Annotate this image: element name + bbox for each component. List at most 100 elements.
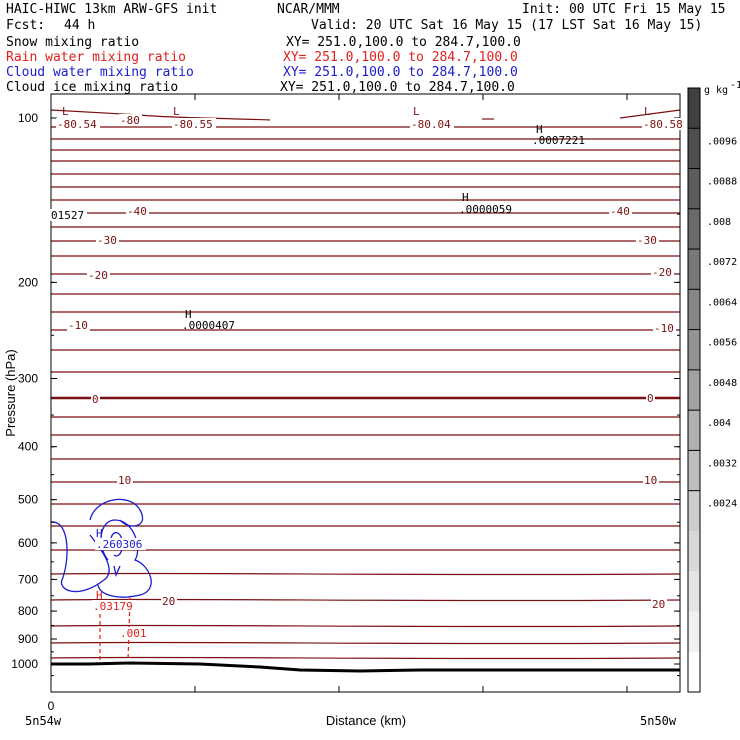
colorbar-unit: g kg <box>704 85 728 96</box>
isotherm-line <box>50 624 681 628</box>
isotherm-label-bg <box>172 118 216 130</box>
colorbar-swatch <box>688 208 700 250</box>
isotherm-label-bg <box>636 234 659 246</box>
isotherm-label: -80.04 <box>411 118 451 131</box>
terrain-line <box>51 661 680 673</box>
isotherm-label: 10 <box>644 474 657 487</box>
isotherm-line <box>50 656 681 660</box>
x-tick-label-0: 0 <box>48 699 55 713</box>
field-xy-snow: XY= 251.0,100.0 to 284.7,100.0 <box>286 35 521 50</box>
colorbar-swatch <box>688 168 700 210</box>
y-tick-label: 1000 <box>11 657 38 671</box>
high-value: .260306 <box>96 538 142 551</box>
rain-value: .001 <box>120 627 147 640</box>
high-marker: H <box>185 308 192 321</box>
y-tick-label: 700 <box>18 572 38 586</box>
isotherm-label: -10 <box>654 322 674 335</box>
isotherm-label: -80.58 <box>643 118 683 131</box>
colorbar-swatch <box>688 571 700 612</box>
cloud-water-contour <box>89 498 143 527</box>
isotherm-label-bg <box>410 118 454 130</box>
isotherm-label: 20 <box>652 598 665 611</box>
x-endpoint-left: 5n54w <box>25 714 62 728</box>
colorbar-swatch <box>688 369 700 411</box>
colorbar-swatch <box>688 611 700 653</box>
isotherm-label: 0 <box>647 392 654 405</box>
isotherm-label: -80.55 <box>173 118 213 131</box>
isotherm-label: -80.54 <box>57 118 97 131</box>
isotherm-label-bg <box>56 118 100 130</box>
high-marker: H <box>96 589 103 602</box>
y-tick-label: 600 <box>18 536 38 550</box>
model-title: HAIC-HIWC 13km ARW-GFS init <box>6 2 218 17</box>
high-marker: H <box>96 527 103 540</box>
edge-value-bg <box>50 209 87 221</box>
colorbar-swatch <box>688 651 700 693</box>
isotherm-label: -30 <box>637 234 657 247</box>
isotherm-label-bg <box>653 322 676 334</box>
isotherm-label: -20 <box>652 266 672 279</box>
init-time: Init: 00 UTC Fri 15 May 15 <box>522 2 726 17</box>
isotherm-label-bg <box>119 114 142 126</box>
isotherm-label-bg <box>651 598 667 610</box>
isotherm-label-bg <box>651 266 674 278</box>
isotherm-label: -40 <box>610 205 630 218</box>
colorbar: .0096 .0088 .008 .0072 .0064 .0056 .0048 .004 .0… <box>687 80 740 693</box>
isotherm-label-bg <box>91 393 100 405</box>
x-endpoint-right: 5n50w <box>640 714 677 728</box>
isotherm-label-bg <box>646 392 655 404</box>
plot-frame <box>50 93 681 693</box>
isotherm-label: 10 <box>118 474 131 487</box>
isotherm-label: -20 <box>88 269 108 282</box>
y-tick-label: 200 <box>18 275 38 289</box>
field-name-cloud-ice: Cloud ice mixing ratio <box>6 80 179 95</box>
low-marker: L <box>644 105 651 118</box>
chart-labels: -80.54 -80 -80.55 -80.04 -80.58 -40 -40 -30 -30 -… <box>50 105 686 640</box>
y-tick-label: 800 <box>18 604 38 618</box>
isotherm-label-bg <box>161 595 177 607</box>
cloud-water-contour <box>50 521 110 593</box>
isotherm-label: -30 <box>97 234 117 247</box>
isotherm-label: 0 <box>92 393 99 406</box>
high-value: .0000407 <box>182 319 235 332</box>
colorbar-tick-label: .0088 <box>707 177 737 188</box>
colorbar-swatch <box>688 530 700 572</box>
isotherm-label: -10 <box>68 319 88 332</box>
colorbar-swatch <box>688 490 700 532</box>
high-value: .0007221 <box>532 134 585 147</box>
isotherm-label: -80 <box>120 114 140 127</box>
isotherm-line <box>619 109 681 119</box>
y-tick-label: 900 <box>18 632 38 646</box>
y-tick-label: 300 <box>18 372 38 386</box>
isotherm-line <box>50 598 681 602</box>
high-marker: H <box>462 191 469 204</box>
colorbar-tick-label: .0064 <box>707 297 737 308</box>
colorbar-tick-label: .0096 <box>707 136 737 147</box>
isotherm-line <box>50 641 681 645</box>
field-name-snow: Snow mixing ratio <box>6 35 140 50</box>
colorbar-tick-label: .0032 <box>707 458 737 469</box>
colorbar-frame <box>687 87 701 693</box>
field-name-rain: Rain water mixing ratio <box>6 50 187 65</box>
isotherm-label-bg <box>67 319 90 331</box>
isotherm-line <box>50 109 271 121</box>
cloud-water-contour <box>97 519 152 598</box>
forecast-label: Fcst: <box>6 18 46 33</box>
isotherm-label-bg <box>642 118 686 130</box>
colorbar-swatch <box>688 249 700 290</box>
high-value-bg <box>92 600 136 612</box>
colorbar-swatch <box>688 289 700 331</box>
valid-time: Valid: 20 UTC Sat 16 May 15 (17 LST Sat … <box>311 18 703 33</box>
colorbar-tick-label: .0072 <box>707 257 737 268</box>
high-value: .03179 <box>93 600 133 613</box>
forecast-hours: 44 h <box>64 18 96 33</box>
field-xy-rain: XY= 251.0,100.0 to 284.7,100.0 <box>283 50 518 65</box>
y-tick-label: 400 <box>18 440 38 454</box>
colorbar-tick-label: .0024 <box>707 499 737 510</box>
colorbar-tick-label: .004 <box>707 418 731 429</box>
isotherm-line <box>50 572 681 576</box>
isotherm-label-bg <box>643 474 659 486</box>
colorbar-tick-label: .0048 <box>707 378 737 389</box>
